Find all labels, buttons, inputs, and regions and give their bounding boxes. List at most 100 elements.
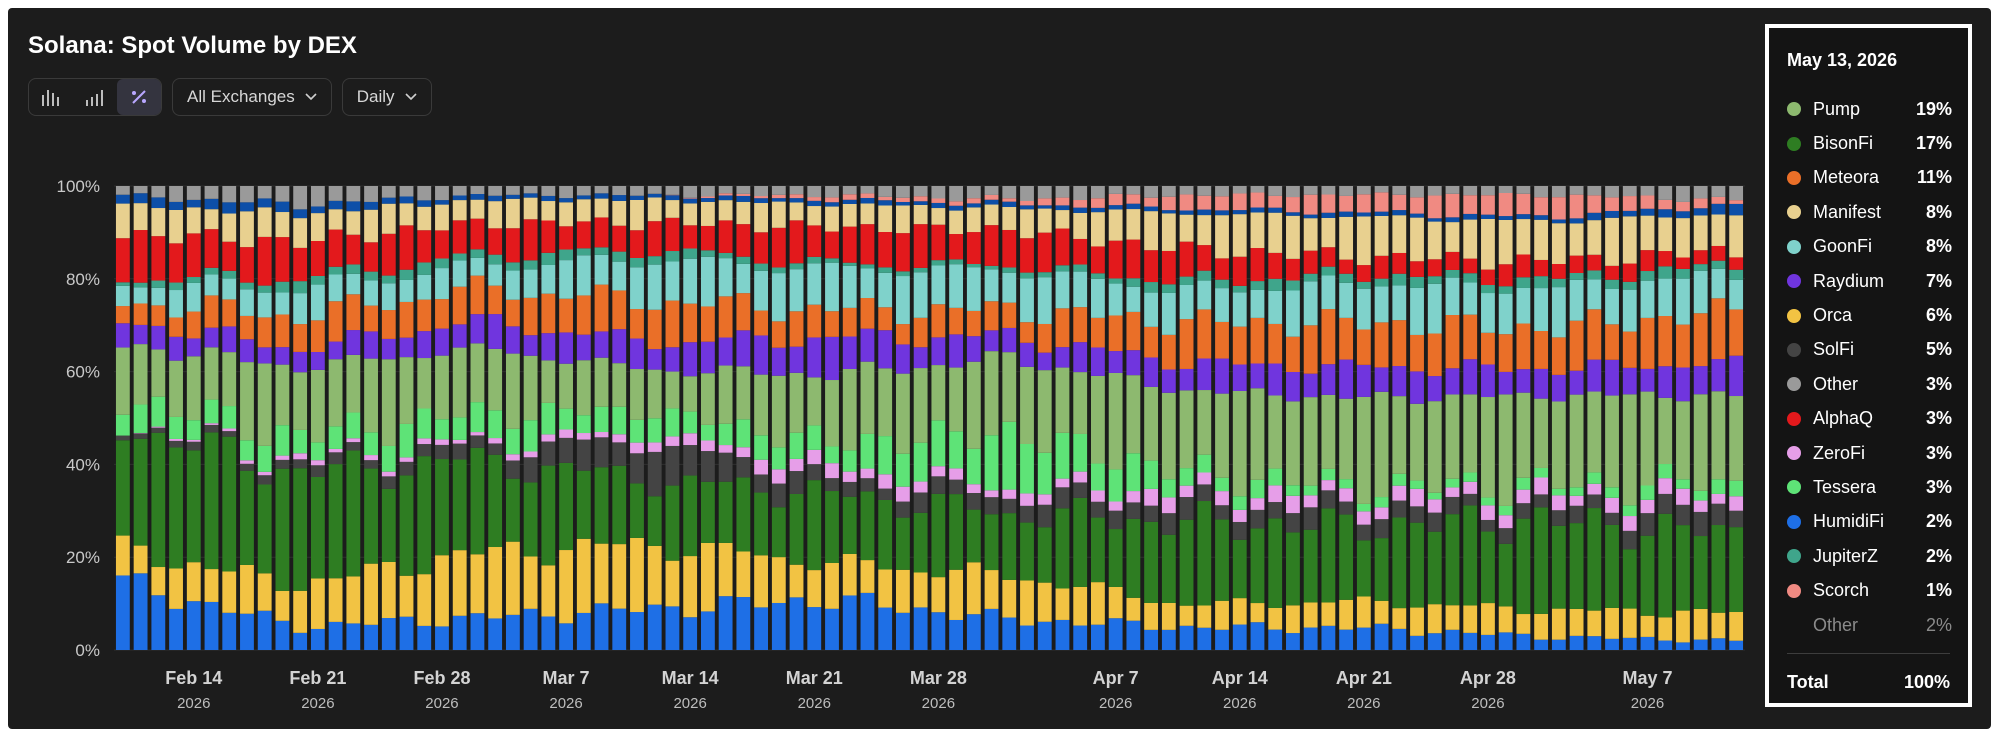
bar-segment-solfi [186, 441, 201, 451]
legend-item-pct: 2% [1925, 545, 1952, 566]
interval-dropdown[interactable]: Daily [341, 78, 432, 116]
bar-segment-zerofi [1161, 497, 1176, 514]
bar-segment-bisonfi [470, 447, 485, 555]
bar-segment-other [1658, 186, 1673, 200]
bar-segment-orca [860, 560, 875, 593]
bar-segment-meteora [169, 317, 183, 337]
bar-segment-jupiterz [1445, 269, 1460, 278]
bar-segment-orca [771, 557, 786, 603]
bar-segment-bisonfi [1268, 518, 1283, 608]
bar-segment-extra [186, 199, 201, 208]
bar-segment-solfi [665, 445, 680, 486]
bar-segment-jupiterz [1091, 273, 1105, 279]
bar-segment-other [1481, 186, 1495, 196]
bar-segment-pump [1463, 394, 1478, 473]
bar-segment-extra [1055, 205, 1070, 211]
bar-segment-orca [576, 538, 591, 613]
bar-segment-goonfi [984, 269, 999, 302]
bar-segment-pump [1073, 372, 1088, 434]
bar-segment-extra [1605, 210, 1619, 218]
bar-segment-jupiterz [1551, 278, 1566, 288]
legend-item: SolFi 5% [1787, 333, 1952, 367]
bar-segment-humidifi [257, 610, 272, 650]
bar-segment-bisonfi [240, 470, 254, 565]
bar-segment-scorch [1303, 194, 1318, 215]
bar-segment-solfi [1676, 504, 1690, 526]
bar-segment-bisonfi [1321, 508, 1336, 603]
bar-segment-scorch [1569, 194, 1584, 219]
bar-segment-alphaq [913, 224, 928, 268]
bar-segment-zerofi [488, 438, 503, 444]
bar-segment-alphaq [1658, 251, 1673, 267]
exchange-dropdown[interactable]: All Exchanges [172, 78, 332, 116]
bar-segment-zerofi [346, 438, 361, 443]
bar-segment-manifest [594, 198, 609, 218]
bar-segment-other [1569, 186, 1584, 195]
bar-segment-solfi [718, 452, 733, 482]
bar-segment-goonfi [435, 268, 449, 300]
bar-segment-manifest [878, 205, 893, 233]
bar-segment-alphaq [169, 243, 183, 283]
bar-segment-jupiterz [966, 264, 981, 268]
bar-segment-raydium [435, 328, 449, 356]
x-tick-label: Feb 28 [413, 668, 470, 688]
bar-segment-pump [1587, 391, 1602, 473]
bar-segment-solfi [1392, 500, 1407, 518]
bar-segment-other [1232, 186, 1247, 194]
bar-segment-other [470, 186, 485, 194]
bar-segment-alphaq [807, 225, 822, 257]
bar-segment-alphaq [1410, 261, 1424, 277]
bar-segment-meteora [133, 303, 148, 325]
bar-segment-humidifi [1215, 629, 1229, 650]
bar-segment-pump [133, 344, 148, 405]
bar-segment-tessera [1232, 496, 1247, 510]
bar-segment-meteora [683, 303, 698, 343]
bar-segment-tessera [310, 442, 325, 461]
bar-segment-bisonfi [825, 491, 839, 563]
bar-segment-zerofi [1551, 495, 1566, 511]
bar-segment-tessera [133, 404, 148, 433]
stacked-bar-button[interactable] [73, 79, 117, 115]
bar-segment-other [789, 186, 804, 195]
bar-segment-extra [825, 202, 839, 207]
bar-segment-extra [700, 198, 715, 202]
bar-segment-tessera [949, 431, 964, 469]
bar-segment-tessera [700, 424, 715, 441]
bar-segment-alphaq [1161, 250, 1176, 285]
bar-segment-jupiterz [364, 271, 378, 281]
bar-segment-jupiterz [931, 260, 946, 266]
bar-segment-bisonfi [1374, 538, 1389, 601]
bar-segment-humidifi [895, 612, 910, 650]
bar-segment-bisonfi [1002, 513, 1017, 580]
bar-segment-scorch [1268, 195, 1283, 208]
percent-view-button[interactable] [117, 79, 161, 115]
bar-segment-humidifi [1020, 625, 1034, 650]
bar-segment-raydium [505, 326, 520, 354]
bar-segment-goonfi [1427, 283, 1442, 334]
bar-segment-jupiterz [736, 256, 751, 264]
bar-segment-manifest [1179, 214, 1194, 242]
bar-segment-bisonfi [293, 468, 308, 591]
bar-segment-solfi [1268, 502, 1283, 519]
bar-segment-extra [169, 201, 183, 210]
bar-segment-humidifi [470, 613, 485, 650]
legend-date: May 13, 2026 [1787, 50, 1898, 70]
bar-segment-solfi [240, 463, 254, 471]
bar-segment-other [115, 186, 130, 195]
bar-segment-jupiterz [1463, 273, 1478, 283]
y-tick-label: 20% [66, 548, 100, 567]
bar-segment-bisonfi [789, 493, 804, 565]
bar-segment-bisonfi [594, 467, 609, 544]
bar-segment-meteora [665, 300, 680, 348]
bar-segment-alphaq [417, 230, 432, 263]
bar-segment-orca [328, 578, 343, 622]
bar-segment-extra [240, 202, 254, 212]
bar-segment-jupiterz [1392, 273, 1407, 286]
bar-segment-jupiterz [222, 270, 237, 279]
bar-segment-humidifi [1002, 617, 1017, 650]
bar-segment-goonfi [1498, 293, 1513, 335]
bar-segment-pump [1622, 394, 1637, 506]
bar-chart-button[interactable] [29, 79, 73, 115]
bar-segment-goonfi [1197, 280, 1212, 310]
